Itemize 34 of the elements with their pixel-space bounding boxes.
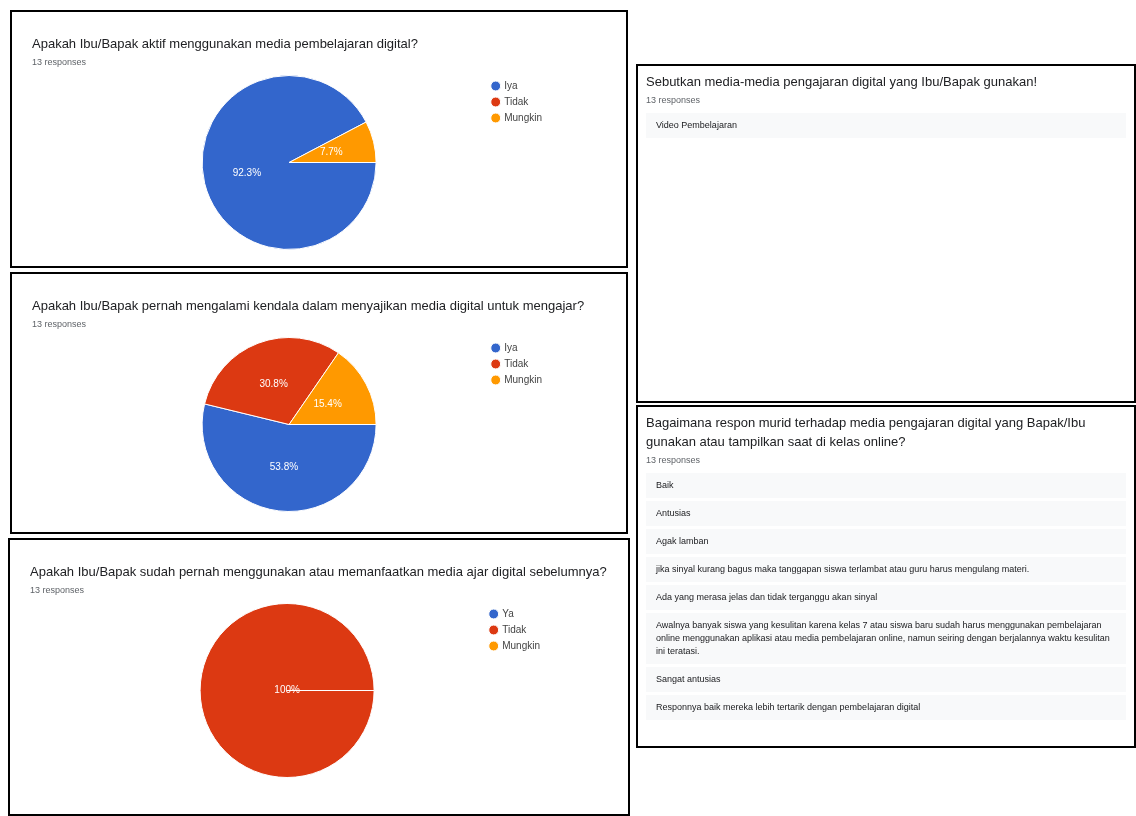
text: Antusias: [646, 501, 1126, 526]
data-label: 92.3%: [232, 166, 262, 178]
legend-label: Mungkin: [504, 111, 543, 123]
text: 13 responses: [30, 585, 86, 595]
legend-label: Iya: [504, 79, 518, 91]
text: Baik: [646, 473, 1126, 498]
legend-label: Mungkin: [502, 639, 541, 651]
text: Agak lamban: [646, 529, 1126, 554]
text: Responnya baik mereka lebih tertarik dengan pembelajaran digital: [646, 695, 1126, 720]
chart-title: Apakah Ibu/Bapak pernah mengalami kendala dalam menyajikan media digital untuk mengajar?: [32, 297, 586, 315]
chart-title: Apakah Ibu/Bapak aktif menggunakan media pembelajaran digital?: [32, 35, 419, 53]
legend-label: Tidak: [504, 95, 530, 107]
text: 13 responses: [32, 319, 88, 329]
legend-label: Tidak: [504, 357, 530, 369]
text: Ada yang merasa jelas dan tidak terganggu akan sinyal: [646, 585, 1126, 610]
text: Bagaimana respon murid terhadap media pengajaran digital yang Bapak/Ibu gunakan atau tampilkan saat di kelas online?: [646, 414, 1087, 451]
text: Video Pembelajaran: [646, 113, 1126, 138]
legend-label: Iya: [504, 341, 518, 353]
data-label: 7.7%: [319, 145, 343, 157]
text: Sangat antusias: [646, 667, 1126, 692]
chart-title: Apakah Ibu/Bapak sudah pernah menggunakan atau memanfaatkan media ajar digital sebelumnya?: [30, 563, 608, 581]
text: 13 responses: [646, 455, 702, 465]
data-label: 15.4%: [313, 398, 342, 410]
data-label: 30.8%: [259, 377, 288, 389]
text: 13 responses: [646, 95, 702, 105]
legend-label: Mungkin: [504, 373, 543, 385]
legend-label: Tidak: [502, 623, 528, 635]
text: jika sinyal kurang bagus maka tanggapan siswa terlambat atau guru harus mengulang materi.: [646, 557, 1126, 582]
text: Awalnya banyak siswa yang kesulitan karena kelas 7 atau siswa baru sudah harus menggunakan pembelajaran online menggunakan aplikasi atau media pembelajaran online, namun seiring dengan berjalannya waktu kesulitan ini teratasi.: [646, 613, 1126, 664]
text: Sebutkan media-media pengajaran digital yang Ibu/Bapak gunakan!: [646, 73, 1038, 91]
data-label: 100%: [274, 684, 300, 696]
legend-label: Ya: [502, 607, 515, 619]
text: 13 responses: [32, 57, 88, 67]
data-label: 53.8%: [269, 461, 299, 473]
